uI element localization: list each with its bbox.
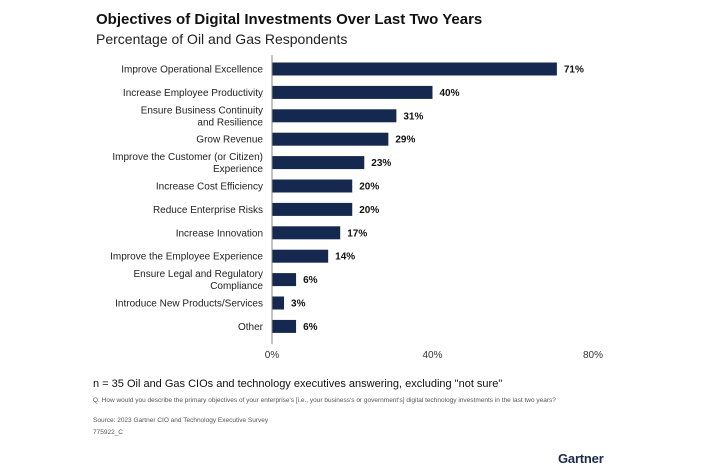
chart-subtitle: Percentage of Oil and Gas Respondents bbox=[96, 31, 348, 47]
category-label-2: Ensure Business Continuity and Resilience bbox=[141, 105, 264, 128]
bar-1 bbox=[272, 85, 433, 99]
bar-8 bbox=[272, 249, 329, 263]
bar-11 bbox=[272, 319, 297, 333]
value-label-3: 29% bbox=[395, 135, 415, 146]
value-label-10: 3% bbox=[291, 299, 306, 310]
value-label-6: 20% bbox=[359, 205, 379, 216]
bar-4 bbox=[272, 156, 365, 170]
value-label-0: 71% bbox=[564, 65, 584, 76]
value-label-8: 14% bbox=[335, 252, 355, 263]
category-label-8: Improve the Employee Experience bbox=[110, 252, 263, 263]
category-label-1: Increase Employee Productivity bbox=[123, 88, 263, 99]
category-label-10: Introduce New Products/Services bbox=[115, 299, 263, 310]
bar-6 bbox=[272, 202, 353, 216]
bar-9 bbox=[272, 273, 297, 287]
value-label-1: 40% bbox=[440, 88, 460, 99]
document-code: 775922_C bbox=[93, 429, 123, 436]
category-label-6: Reduce Enterprise Risks bbox=[153, 205, 263, 216]
category-label-9: Ensure Legal and Regulatory Compliance bbox=[133, 269, 263, 292]
value-label-2: 31% bbox=[403, 111, 423, 122]
chart-title: Objectives of Digital Investments Over L… bbox=[96, 11, 483, 28]
value-label-7: 17% bbox=[347, 228, 367, 239]
bar-5 bbox=[272, 179, 353, 193]
category-label-11: Other bbox=[238, 322, 264, 333]
source-note: Source: 2023 Gartner CIO and Technology … bbox=[93, 417, 269, 424]
category-label-3: Grow Revenue bbox=[196, 135, 263, 146]
category-label-4: Improve the Customer (or Citizen) Experie… bbox=[112, 152, 263, 175]
category-label-7: Increase Innovation bbox=[176, 228, 263, 239]
bar-3 bbox=[272, 132, 389, 146]
category-label-0: Improve Operational Excellence bbox=[121, 65, 263, 76]
value-label-5: 20% bbox=[359, 182, 379, 193]
bar-10 bbox=[272, 296, 285, 310]
value-label-9: 6% bbox=[303, 275, 318, 286]
value-label-11: 6% bbox=[303, 322, 318, 333]
bar-7 bbox=[272, 226, 341, 240]
value-label-4: 23% bbox=[371, 158, 391, 169]
gartner-logo: Gartner bbox=[558, 451, 604, 466]
bar-2 bbox=[272, 109, 397, 123]
survey-question: Q. How would you describe the primary ob… bbox=[93, 397, 556, 404]
category-label-5: Increase Cost Efficiency bbox=[156, 182, 263, 193]
x-tick-label-0: 0% bbox=[265, 350, 280, 361]
x-tick-label-2: 80% bbox=[583, 350, 603, 361]
sample-size-note: n = 35 Oil and Gas CIOs and technology e… bbox=[93, 378, 503, 390]
bar-0 bbox=[272, 62, 557, 76]
x-tick-label-1: 40% bbox=[422, 350, 442, 361]
